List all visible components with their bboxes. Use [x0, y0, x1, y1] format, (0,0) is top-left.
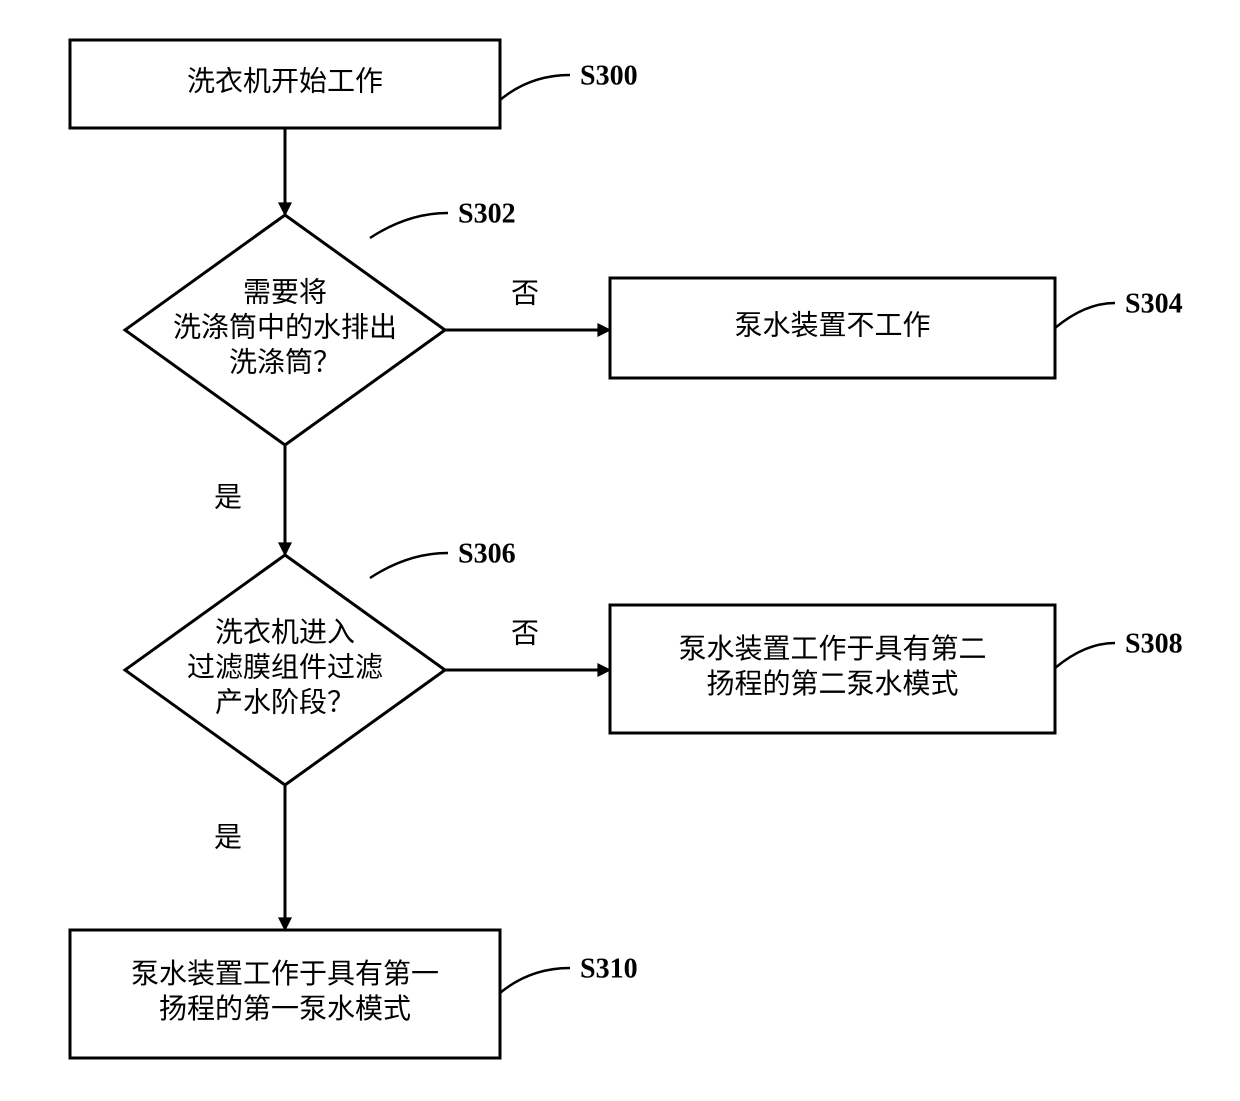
- node-s306-text: 洗衣机进入: [215, 616, 355, 648]
- leader-s300: [500, 75, 570, 100]
- leader-s306: [370, 553, 448, 578]
- node-s304-text: 泵水装置不工作: [734, 309, 930, 341]
- node-s308-text: 扬程的第二泵水模式: [706, 668, 958, 700]
- edge-s306-s310-label: 是: [214, 822, 242, 853]
- node-s302-text: 洗涤筒中的水排出: [173, 311, 397, 343]
- leader-s308: [1055, 643, 1115, 668]
- node-s300-text: 洗衣机开始工作: [187, 65, 383, 97]
- step-label-s300: S300: [580, 60, 638, 91]
- step-label-s302: S302: [458, 198, 516, 229]
- edge-s302-s306-label: 是: [214, 482, 242, 513]
- node-s310-text: 扬程的第一泵水模式: [159, 993, 411, 1025]
- node-s302-text: 洗涤筒？: [229, 346, 341, 378]
- leader-s310: [500, 968, 570, 993]
- step-label-s308: S308: [1125, 628, 1183, 659]
- step-label-s304: S304: [1125, 288, 1183, 319]
- edge-s306-s308-label: 否: [511, 618, 539, 649]
- edge-s302-s304-label: 否: [511, 278, 539, 309]
- node-s306-text: 产水阶段？: [215, 686, 355, 718]
- node-s310-text: 泵水装置工作于具有第一: [131, 958, 439, 990]
- node-s308-text: 泵水装置工作于具有第二: [678, 633, 986, 665]
- node-s306-text: 过滤膜组件过滤: [187, 651, 383, 683]
- step-label-s310: S310: [580, 953, 638, 984]
- step-label-s306: S306: [458, 538, 516, 569]
- node-s302-text: 需要将: [243, 276, 327, 308]
- leader-s302: [370, 213, 448, 238]
- leader-s304: [1055, 303, 1115, 328]
